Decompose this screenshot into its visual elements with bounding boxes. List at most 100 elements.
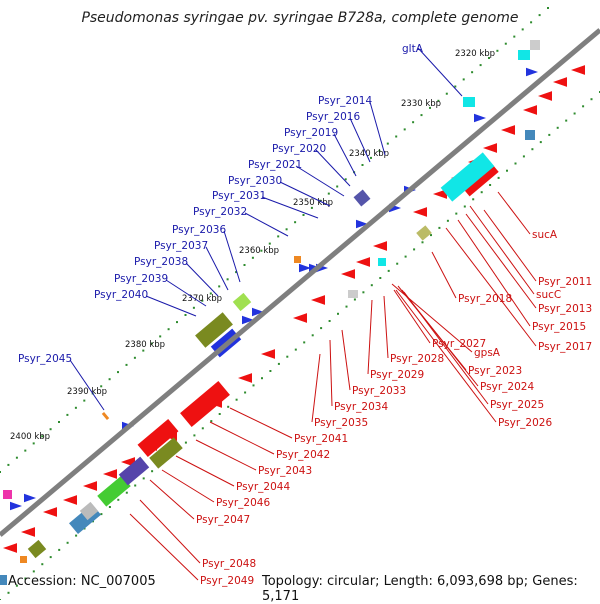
leader-line <box>445 227 537 347</box>
tick-dot <box>58 548 61 551</box>
tick-dot <box>244 391 247 394</box>
map-title: Pseudomonas syringae pv. syringae B728a,… <box>81 10 519 26</box>
tick-dot <box>395 135 398 138</box>
leader-line <box>69 359 105 411</box>
leader-line <box>393 289 431 344</box>
tick-dot <box>167 328 170 331</box>
tick-dot <box>74 406 77 409</box>
tick-dot <box>403 128 406 131</box>
leader-line <box>483 209 537 282</box>
gene-block-steelblue <box>0 575 7 585</box>
tick-dot <box>353 298 356 301</box>
tick-dot <box>362 291 365 294</box>
leader-line <box>417 47 463 97</box>
gene-block-cyan <box>518 50 530 60</box>
tick-dot <box>302 214 305 216</box>
gene-block-purple <box>353 189 371 207</box>
tick-dot <box>192 306 195 309</box>
tick-dot <box>193 434 196 437</box>
outer-dot-track <box>0 7 549 473</box>
tick-dot <box>294 221 297 224</box>
tick-dot <box>446 219 449 222</box>
reverse-gene-arrow <box>571 65 585 75</box>
gene-label: Psyr_2033 <box>352 385 406 397</box>
tick-dot <box>530 21 533 24</box>
tick-dot <box>7 463 10 466</box>
tick-dot <box>345 305 348 308</box>
forward-gene-arrow <box>299 263 311 273</box>
gene-label: Psyr_2032 <box>193 206 247 218</box>
gene-block-magenta <box>3 490 12 499</box>
reverse-gene-arrow <box>538 91 552 101</box>
gene-block-cyan <box>463 97 475 107</box>
reverse-gene-arrow <box>311 295 325 305</box>
tick-dot <box>420 114 423 117</box>
tick-dot <box>32 570 35 573</box>
leader-line <box>457 219 531 327</box>
reverse-gene-arrow <box>83 481 97 491</box>
forward-gene-arrow <box>356 219 368 229</box>
tick-dot <box>277 362 280 365</box>
gene-label: Psyr_2036 <box>172 224 226 236</box>
tick-dot <box>252 384 255 387</box>
tick-dot <box>58 421 60 423</box>
tick-dot <box>320 327 323 330</box>
kbp-tick-label: 2390 kbp <box>67 387 107 397</box>
gene-block-cyan <box>378 258 386 266</box>
gene-label: sucA <box>532 229 558 241</box>
tick-dot <box>504 42 507 45</box>
gene-block-gray <box>79 501 99 521</box>
tick-dot <box>319 199 322 202</box>
tick-dot <box>556 126 559 129</box>
gene-label: Psyr_2027 <box>432 338 486 350</box>
tick-dot <box>268 242 271 245</box>
gene-label: Psyr_2015 <box>532 321 586 333</box>
tick-dot <box>506 169 508 172</box>
tick-dot <box>218 413 221 415</box>
tick-dot <box>251 256 254 259</box>
leader-line <box>311 353 321 423</box>
tick-dot <box>100 513 103 516</box>
forward-gene-arrow <box>24 493 36 503</box>
kbp-tick-label: 2370 kbp <box>182 294 222 304</box>
tick-dot <box>49 428 52 431</box>
tick-dot <box>565 119 568 122</box>
tick-dot <box>378 149 381 152</box>
leader-line <box>369 101 386 156</box>
tick-dot <box>445 92 448 95</box>
genome-backbone <box>0 28 600 537</box>
leader-line <box>383 295 389 359</box>
tick-dot <box>531 148 534 151</box>
kbp-tick-label: 2320 kbp <box>455 49 495 59</box>
leader-line <box>333 133 357 177</box>
tick-dot <box>41 563 44 566</box>
kbp-tick-label: 2330 kbp <box>401 99 441 109</box>
tick-dot <box>370 156 372 159</box>
reverse-gene-block <box>137 419 179 457</box>
tick-dot <box>370 284 373 287</box>
kbp-tick-label: 2340 kbp <box>349 149 389 159</box>
tick-dot <box>336 185 339 188</box>
gene-label: Psyr_2038 <box>134 256 188 268</box>
reverse-gene-arrow <box>433 189 447 199</box>
leader-line <box>139 499 201 564</box>
kbp-tick-labels: 2320 kbp 2330 kbp 2340 kbp 2350 kbp 2360 kbp… <box>10 49 495 442</box>
tick-dot <box>344 178 347 181</box>
tick-dot <box>327 192 330 195</box>
gene-block-olive <box>149 437 183 469</box>
gene-label: Psyr_2019 <box>284 127 338 139</box>
leader-line <box>395 289 497 423</box>
gene-label: Psyr_2029 <box>370 369 424 381</box>
tick-dot <box>125 491 128 494</box>
tick-dot <box>421 241 424 244</box>
gene-label: gpsA <box>474 347 501 359</box>
tick-dot <box>455 212 458 215</box>
forward-gene-arrow <box>10 501 22 511</box>
gene-label: Psyr_2040 <box>94 289 148 301</box>
tick-dot <box>328 320 331 322</box>
tick-dot <box>538 14 541 17</box>
tick-dot <box>24 577 27 580</box>
tick-dot <box>413 248 416 251</box>
tick-dot <box>24 449 27 452</box>
